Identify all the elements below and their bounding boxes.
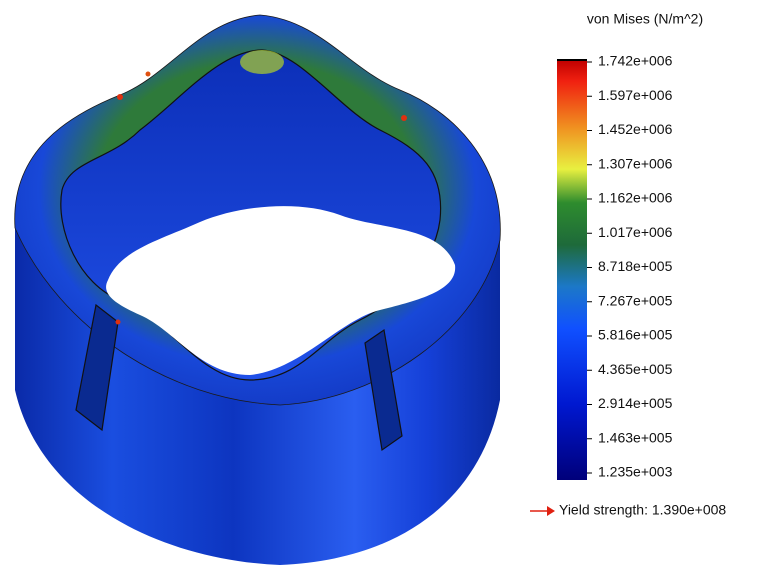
hot-spot — [116, 320, 121, 325]
legend-title: von Mises (N/m^2) — [587, 11, 703, 27]
legend-label: 1.162e+006 — [598, 190, 673, 206]
color-bar — [557, 60, 587, 480]
legend: von Mises (N/m^2) 1.742e+0061.597e+0061.… — [530, 11, 726, 518]
legend-label: 7.267e+005 — [598, 292, 673, 308]
legend-label: 1.597e+006 — [598, 87, 673, 103]
legend-label: 2.914e+005 — [598, 395, 673, 411]
legend-label: 1.307e+006 — [598, 155, 673, 171]
legend-label: 1.463e+005 — [598, 429, 673, 445]
legend-labels: 1.742e+006 1.597e+006 1.452e+006 1.307e+006… — [587, 53, 673, 480]
legend-label: 1.742e+006 — [598, 53, 673, 69]
yield-strength: Yield strength: 1.390e+008 — [559, 502, 726, 518]
legend-label: 4.365e+005 — [598, 361, 673, 377]
legend-label: 8.718e+005 — [598, 258, 673, 274]
legend-label: 1.452e+006 — [598, 121, 673, 137]
legend-label: 1.235e+003 — [598, 464, 673, 480]
legend-label: 5.816e+005 — [598, 327, 673, 343]
stress-plot: von Mises (N/m^2) 1.742e+0061.597e+0061.… — [0, 0, 765, 574]
hot-spot — [146, 72, 151, 77]
model — [15, 15, 501, 565]
hot-spot — [240, 50, 284, 74]
legend-label: 1.017e+006 — [598, 224, 673, 240]
yield-arrow-head — [547, 506, 555, 516]
hot-spot — [117, 94, 123, 100]
hot-spot — [401, 115, 407, 121]
